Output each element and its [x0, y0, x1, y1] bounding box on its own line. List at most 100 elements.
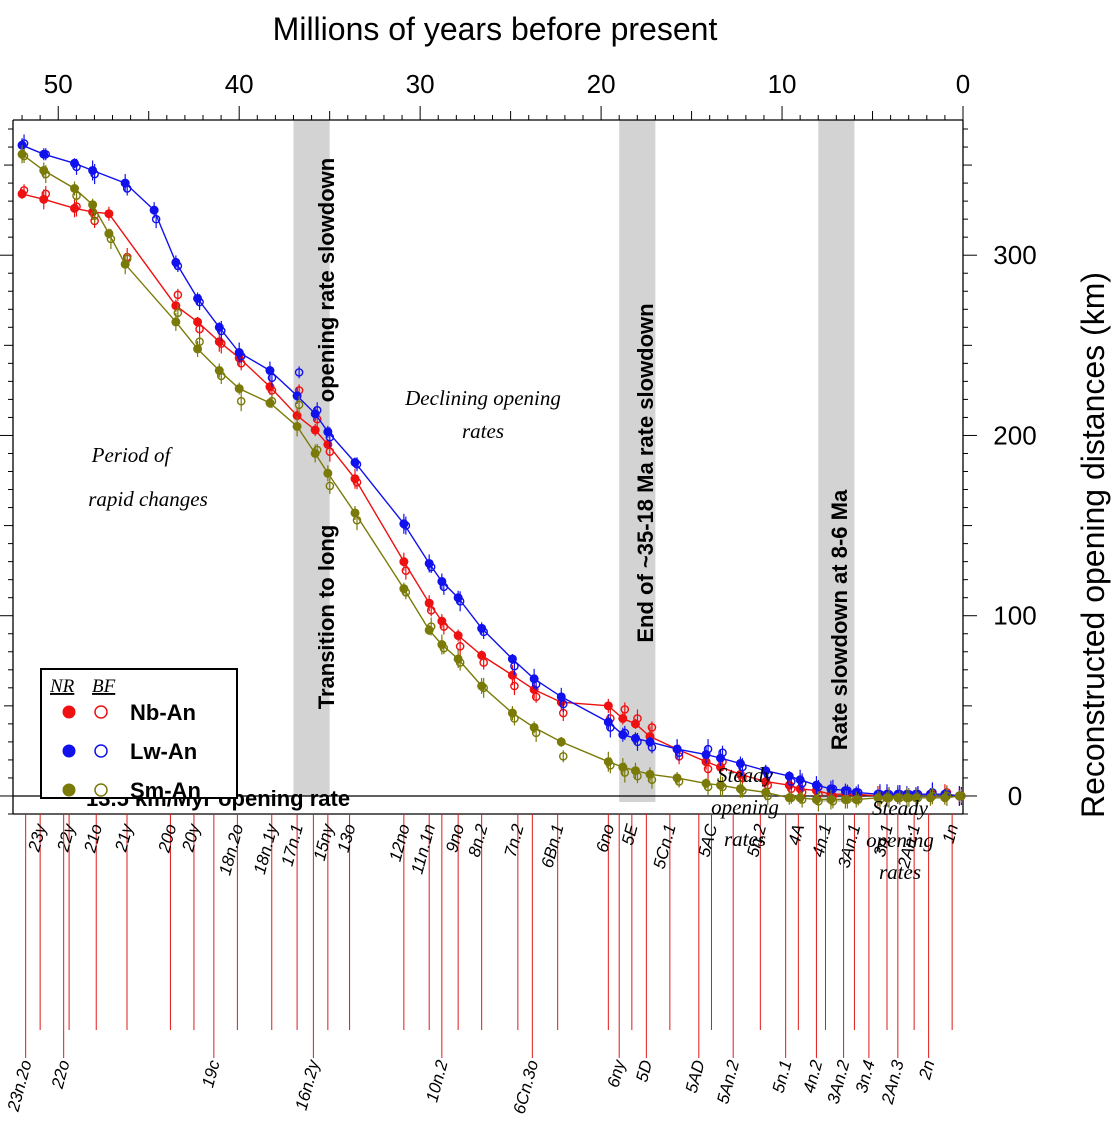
x-tick-label: 20: [587, 69, 616, 99]
nr-point: [88, 200, 98, 210]
chron-label-lower: 2An.3: [878, 1058, 908, 1107]
chron-label-lower: 5n.1: [769, 1058, 796, 1095]
chron-label-upper: 23y: [24, 821, 50, 855]
nr-point: [851, 795, 861, 805]
chron-label-upper: 4n.1: [808, 822, 835, 859]
nr-point: [630, 719, 640, 729]
nr-point: [453, 631, 463, 641]
nr-point: [630, 766, 640, 776]
chron-label-upper: 22y: [53, 821, 79, 855]
nr-point: [618, 730, 628, 740]
annotations: Period of rapid changes Declining openin…: [88, 386, 934, 884]
nr-point: [399, 519, 409, 529]
data-series: [17, 134, 966, 812]
nr-point: [120, 259, 130, 269]
nr-point: [323, 468, 333, 478]
nr-point: [424, 625, 434, 635]
y-tick-label: 0: [1008, 781, 1022, 811]
nr-point: [437, 576, 447, 586]
chron-label-lower: 4n.2: [799, 1058, 826, 1095]
nr-point: [437, 616, 447, 626]
nr-point: [88, 165, 98, 175]
legend: NR BF Nb-An Lw-An Sm-An: [40, 668, 238, 803]
series-line-Lw-An: [21, 144, 960, 797]
nr-point: [234, 348, 244, 358]
legend-marker-nr: [62, 744, 76, 758]
chron-label-upper: 21y: [111, 821, 137, 855]
bf-point: [236, 396, 246, 406]
chron-label-lower: 19c: [198, 1058, 224, 1090]
nr-point: [735, 759, 745, 769]
legend-marker-bf: [94, 783, 108, 797]
nr-point: [507, 670, 517, 680]
nr-point: [70, 203, 80, 213]
nr-point: [795, 793, 805, 803]
chron-label-upper: 15ny: [310, 821, 338, 863]
nr-point: [761, 766, 771, 776]
nr-point: [265, 398, 275, 408]
legend-marker-bf: [94, 705, 108, 719]
nr-point: [350, 508, 360, 518]
band-label-8-6-slowdown: Rate slowdown at 8-6 Ma: [827, 489, 852, 750]
bf-point: [173, 290, 183, 300]
nr-point: [672, 744, 682, 754]
chron-label-lower: 16n.2y: [292, 1057, 324, 1113]
nr-point: [630, 733, 640, 743]
chron-label-lower: 5An.2: [713, 1058, 743, 1106]
nr-point: [911, 793, 921, 803]
x-tick-label: 50: [44, 69, 73, 99]
chron-label-lower: 22o: [48, 1058, 74, 1091]
nr-point: [735, 784, 745, 794]
chron-label-upper: 4A: [784, 822, 808, 847]
chron-label-lower: 3An.2: [824, 1058, 854, 1106]
annotation-rapid-changes-line2: rapid changes: [88, 487, 208, 511]
annotation-steady-1-line1: Steady: [717, 763, 774, 787]
legend-marker-nr: [62, 705, 76, 719]
nr-point: [645, 737, 655, 747]
nr-point: [310, 448, 320, 458]
bf-point: [151, 214, 161, 224]
nr-point: [39, 149, 49, 159]
nr-point: [556, 692, 566, 702]
nr-point: [784, 793, 794, 803]
y-tick-label: 200: [993, 420, 1036, 450]
nr-point: [603, 701, 613, 711]
nr-point: [350, 474, 360, 484]
chron-label-upper: 8n.2: [465, 822, 492, 859]
chron-label-lower: 5AD: [682, 1058, 709, 1095]
nr-point: [17, 189, 27, 199]
legend-entry-label: Nb-An: [130, 700, 196, 725]
nr-point: [171, 317, 181, 327]
nr-point: [193, 293, 203, 303]
chron-label-upper: 12no: [386, 822, 414, 863]
nr-point: [292, 391, 302, 401]
nr-point: [120, 178, 130, 188]
nr-point: [17, 149, 27, 159]
nr-point: [507, 654, 517, 664]
chron-label-upper: 18n.1y: [250, 821, 282, 877]
nr-point: [618, 762, 628, 772]
nr-point: [811, 780, 821, 790]
legend-marker-nr: [62, 783, 76, 797]
nr-point: [104, 229, 114, 239]
nr-point: [424, 598, 434, 608]
bf-point: [90, 211, 99, 220]
bf-point: [294, 400, 304, 410]
chron-label-lower: 3n.4: [852, 1058, 879, 1095]
series-line-Sm-An: [21, 153, 960, 801]
chron-label-upper: 20y: [178, 821, 204, 855]
axis-titles: Millions of years before present Reconst…: [273, 11, 1111, 818]
legend-header-nr: NR: [49, 676, 75, 697]
chron-label-upper: 6Bn.1: [538, 822, 568, 870]
chron-label-upper: 3An.1: [834, 822, 864, 870]
legend-entry-label: Lw-An: [130, 739, 197, 764]
nr-point: [453, 654, 463, 664]
nr-point: [171, 257, 181, 267]
nr-point: [873, 793, 883, 803]
chron-label-upper: 6no: [593, 822, 619, 854]
nr-point: [507, 708, 517, 718]
nr-point: [292, 421, 302, 431]
nr-point: [618, 713, 628, 723]
